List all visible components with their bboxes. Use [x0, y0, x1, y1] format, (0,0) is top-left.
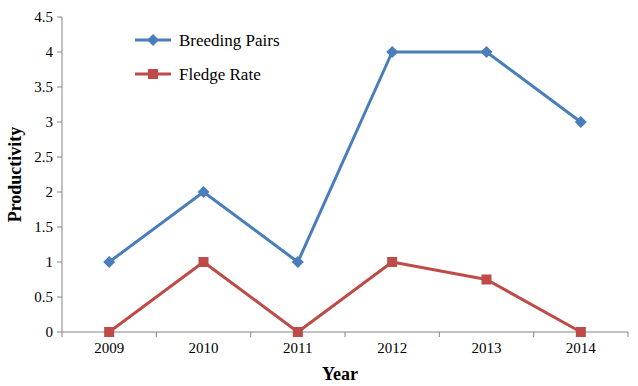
marker — [103, 256, 115, 268]
y-tick — [57, 192, 62, 193]
y-tick-label: 4 — [46, 44, 54, 60]
y-tick — [57, 17, 62, 18]
y-tick — [57, 297, 62, 298]
legend-label: Breeding Pairs — [179, 31, 280, 50]
y-tick — [57, 227, 62, 228]
x-axis-label: Year — [322, 364, 358, 384]
marker — [387, 257, 397, 267]
series-line — [109, 262, 581, 332]
y-tick-label: 2.5 — [34, 149, 53, 165]
legend-marker — [147, 34, 159, 46]
y-tick — [57, 332, 62, 333]
y-axis-label: Productivity — [5, 127, 25, 223]
x-tick — [439, 332, 440, 337]
y-tick — [57, 262, 62, 263]
marker — [481, 46, 493, 58]
y-tick — [57, 157, 62, 158]
marker — [293, 327, 303, 337]
y-tick-label: 4.5 — [34, 9, 53, 25]
y-axis — [62, 17, 63, 332]
x-tick-label: 2011 — [283, 340, 312, 356]
legend-marker — [148, 69, 158, 79]
y-tick-label: 1 — [46, 254, 54, 270]
y-tick-label: 2 — [46, 184, 54, 200]
y-tick-label: 0 — [46, 324, 54, 340]
x-tick — [628, 332, 629, 337]
y-tick-label: 3 — [46, 114, 54, 130]
x-tick-label: 2013 — [472, 340, 502, 356]
marker — [104, 327, 114, 337]
x-tick-label: 2012 — [377, 340, 407, 356]
marker — [576, 327, 586, 337]
x-tick — [250, 332, 251, 337]
x-tick — [156, 332, 157, 337]
x-tick — [345, 332, 346, 337]
x-tick — [62, 332, 63, 337]
y-tick-label: 3.5 — [34, 79, 53, 95]
series-line — [109, 52, 581, 262]
y-tick — [57, 122, 62, 123]
x-tick-label: 2009 — [94, 340, 124, 356]
y-tick — [57, 52, 62, 53]
y-tick — [57, 87, 62, 88]
y-tick-label: 0.5 — [34, 289, 53, 305]
marker — [575, 116, 587, 128]
marker — [386, 46, 398, 58]
marker — [199, 257, 209, 267]
marker — [482, 275, 492, 285]
y-tick-label: 1.5 — [34, 219, 53, 235]
x-tick-label: 2014 — [566, 340, 597, 356]
chart: 0 0.5 1 1.5 2 2.5 3 3.5 4 4.5 2009 2010 2011 2012 2013… — [0, 0, 638, 386]
plot-area — [103, 46, 587, 337]
legend: Breeding Pairs Fledge Rate — [135, 31, 280, 84]
x-tick-label: 2010 — [189, 340, 219, 356]
x-tick — [533, 332, 534, 337]
marker — [292, 256, 304, 268]
marker — [198, 186, 210, 198]
legend-label: Fledge Rate — [179, 65, 261, 84]
